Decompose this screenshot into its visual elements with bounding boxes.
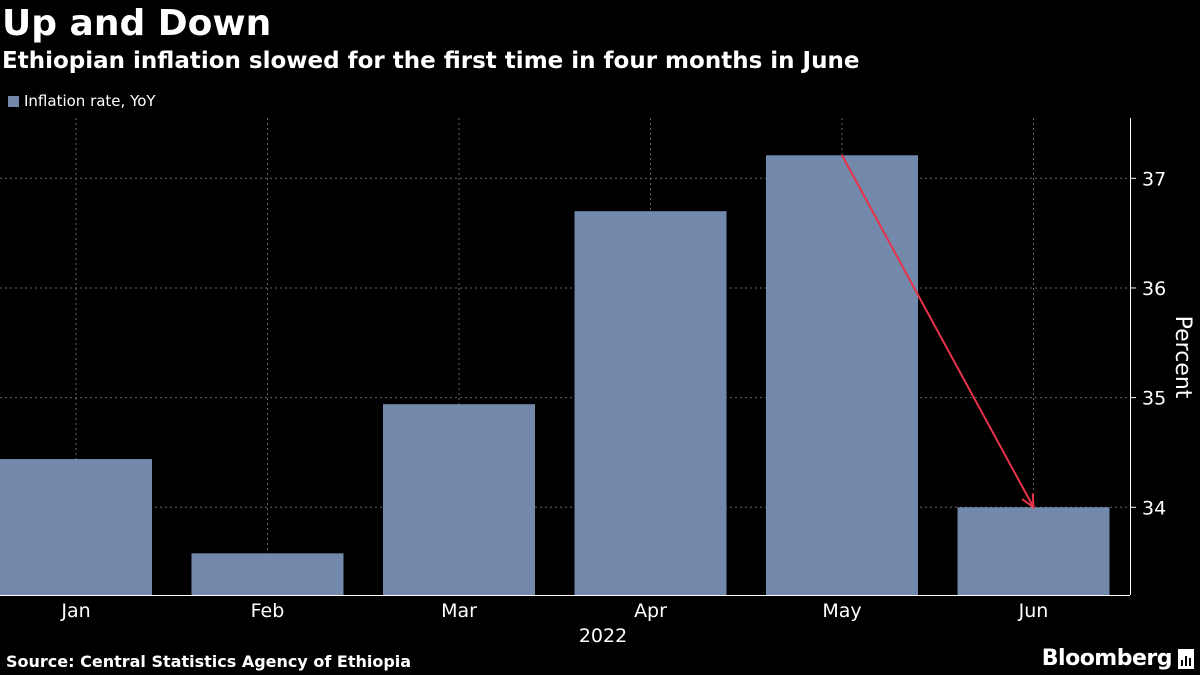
bar-layer: [0, 155, 1110, 595]
legend: Inflation rate, YoY: [8, 92, 156, 110]
annotation-layer: [841, 154, 1035, 510]
bar-mar: [383, 404, 535, 595]
bar-feb: [191, 553, 344, 595]
y-tick-label-37: 37: [1142, 168, 1166, 190]
legend-swatch: [8, 95, 19, 107]
bloomberg-logo: Bloomberg: [1042, 646, 1194, 671]
brand-name: Bloomberg: [1041, 646, 1173, 671]
bar-jan: [0, 459, 152, 595]
x-group-label: 2022: [579, 625, 627, 647]
axis-layer: 34 35 36 37 Jan Feb Mar Apr May Jun 2022 Percent: [0, 118, 1195, 647]
chart-subtitle: Ethiopian inflation slowed for the first…: [2, 48, 860, 74]
annotation-arrow-line: [841, 154, 1035, 508]
grid-layer: [0, 118, 1130, 595]
y-tick-label-35: 35: [1142, 388, 1166, 410]
x-tick-label-apr: Apr: [634, 600, 667, 622]
y-tick-label-34: 34: [1142, 497, 1166, 519]
annotation-arrow-head: [1021, 493, 1035, 510]
x-tick-label-feb: Feb: [251, 600, 285, 622]
x-tick-label-may: May: [822, 600, 861, 622]
bar-may: [766, 155, 918, 595]
x-tick-label-jan: Jan: [60, 600, 90, 622]
y-axis-title: Percent: [1170, 316, 1195, 399]
bar-jun: [957, 507, 1110, 595]
chart-bars-icon: [1178, 648, 1194, 669]
source-note: Source: Central Statistics Agency of Eth…: [6, 652, 412, 671]
x-tick-label-jun: Jun: [1018, 600, 1049, 622]
y-tick-label-36: 36: [1142, 278, 1166, 300]
chart-title: Up and Down: [2, 3, 272, 44]
bar-apr: [574, 211, 727, 595]
x-tick-label-mar: Mar: [441, 600, 477, 622]
legend-label: Inflation rate, YoY: [24, 92, 156, 110]
